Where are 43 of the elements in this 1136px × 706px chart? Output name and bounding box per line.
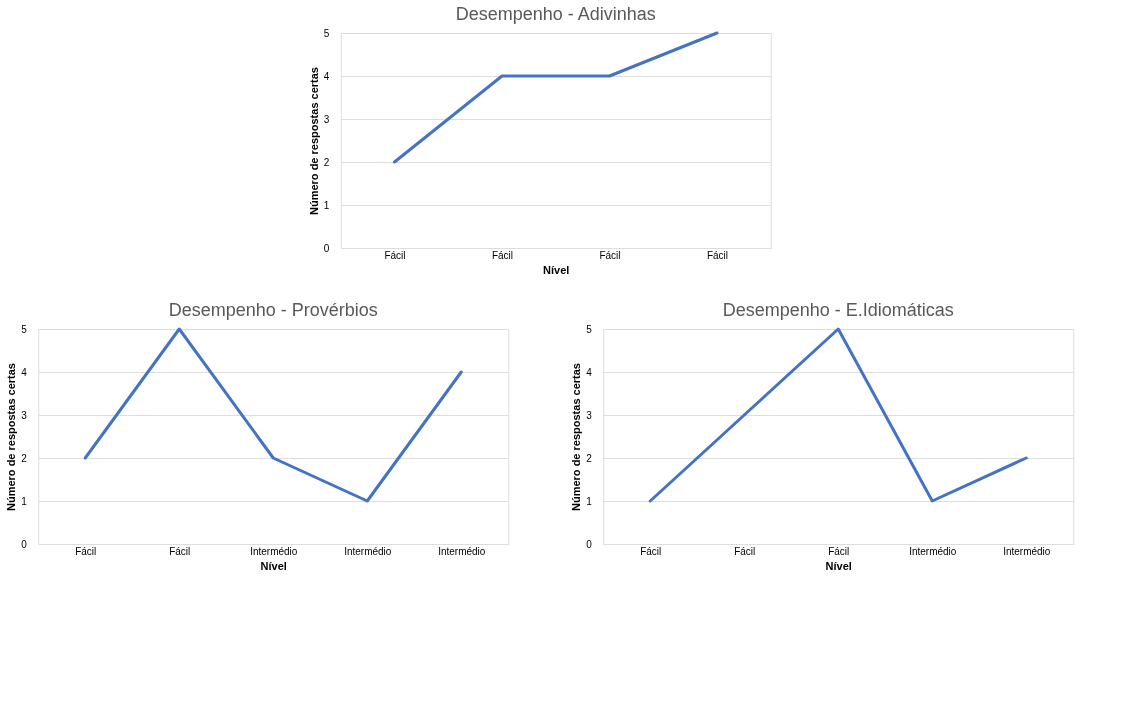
y-tick-label: 2 — [586, 452, 593, 464]
x-tick-label: Fácil — [734, 545, 756, 557]
x-tick-label: Fácil — [640, 545, 662, 557]
x-tick-label: Fácil — [384, 249, 406, 261]
y-axis-title: Número de respostas certas — [570, 363, 583, 511]
x-axis-title: Nível — [825, 559, 852, 572]
x-tick-label: Fácil — [599, 249, 621, 261]
x-tick-label: Fácil — [706, 249, 729, 261]
y-tick-label: 1 — [21, 495, 28, 507]
x-tick-label: Intermédio — [909, 545, 957, 557]
y-axis-title: Número de respostas certas — [307, 67, 320, 215]
y-tick-label: 4 — [323, 70, 330, 82]
y-tick-label: 2 — [323, 156, 330, 168]
y-tick-label: 0 — [323, 242, 330, 254]
y-tick-label: 5 — [586, 323, 593, 335]
y-tick-label: 3 — [21, 409, 28, 421]
x-tick-label: Fácil — [75, 545, 97, 557]
y-tick-label: 1 — [586, 495, 593, 507]
y-tick-label: 0 — [586, 538, 593, 550]
y-tick-label: 2 — [21, 452, 28, 464]
x-axis-title: Nível — [260, 559, 287, 572]
chart-title: Desempenho - Adivinhas — [455, 4, 656, 24]
y-tick-label: 5 — [323, 27, 330, 39]
x-tick-label: Intermédio — [250, 545, 298, 557]
chart-title: Desempenho - Provérbios — [168, 300, 378, 320]
x-tick-label: Fácil — [491, 249, 514, 261]
line-series — [648, 327, 1028, 503]
x-tick-label: Fácil — [169, 545, 191, 557]
y-tick-label: 1 — [323, 199, 330, 211]
y-tick-label: 5 — [21, 323, 28, 335]
x-tick-label: Fácil — [828, 545, 850, 557]
y-tick-label: 0 — [21, 538, 28, 550]
y-axis-title: Número de respostas certas — [5, 363, 18, 511]
x-tick-label: Intermédio — [344, 545, 392, 557]
x-tick-label: Intermédio — [438, 545, 486, 557]
chart-title: Desempenho - E.Idiomáticas — [722, 300, 954, 320]
y-tick-label: 3 — [586, 409, 593, 421]
y-tick-label: 4 — [21, 366, 28, 378]
x-axis-title: Nível — [543, 263, 570, 276]
y-tick-label: 3 — [323, 113, 330, 125]
y-tick-label: 4 — [586, 366, 593, 378]
x-tick-label: Intermédio — [1003, 545, 1051, 557]
line-series — [83, 327, 463, 503]
